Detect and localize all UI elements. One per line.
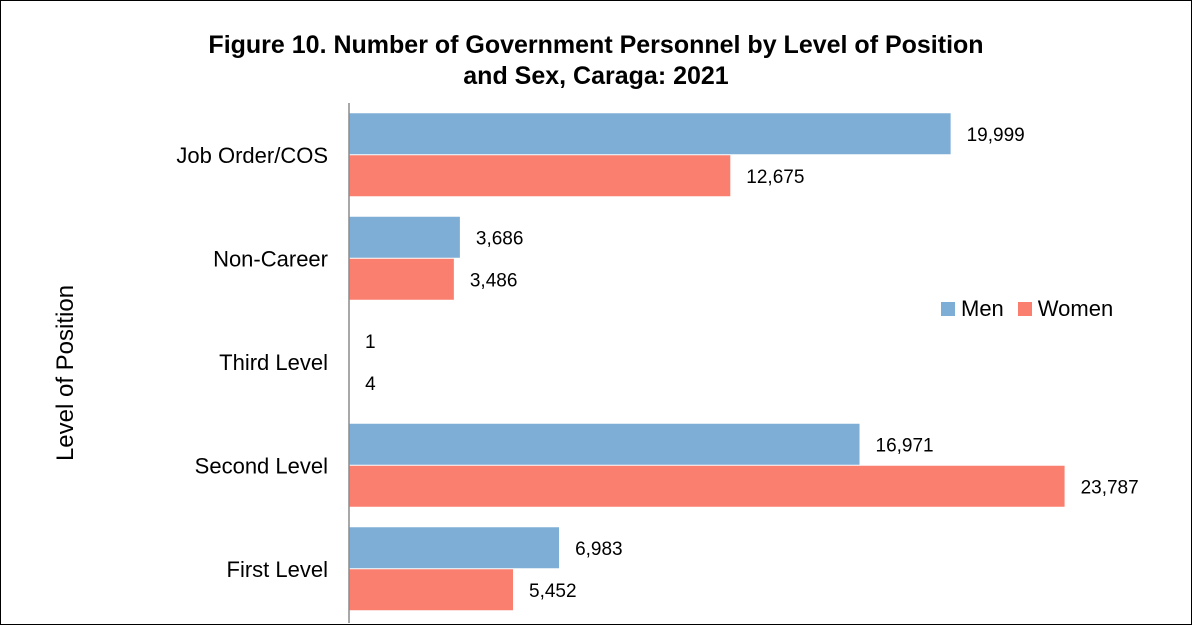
bar-men <box>349 113 951 155</box>
data-label-women: 12,675 <box>746 167 804 188</box>
data-label-men: 19,999 <box>967 125 1025 146</box>
category-label: Second Level <box>195 453 328 478</box>
chart-title-line-2: and Sex, Caraga: 2021 <box>463 62 729 90</box>
chart-title-line-1: Figure 10. Number of Government Personne… <box>208 31 984 59</box>
data-label-women: 23,787 <box>1081 477 1139 498</box>
bar-women <box>349 258 454 300</box>
data-label-men: 16,971 <box>876 435 934 456</box>
bar-men <box>349 423 860 465</box>
category-label: First Level <box>227 557 328 582</box>
bar-men <box>349 216 460 258</box>
category-label: Job Order/COS <box>176 143 328 168</box>
bar-women <box>349 569 514 611</box>
data-label-women: 3,486 <box>470 270 518 291</box>
bar-men <box>349 527 560 569</box>
data-label-men: 1 <box>365 332 376 353</box>
data-label-women: 4 <box>365 374 376 395</box>
data-label-men: 6,983 <box>575 539 623 560</box>
data-label-men: 3,686 <box>476 228 524 249</box>
data-label-women: 5,452 <box>529 581 577 602</box>
legend-label-women: Women <box>1037 296 1114 321</box>
legend-item-men: Men <box>941 296 1004 322</box>
category-label: Third Level <box>219 350 328 375</box>
category-label: Non-Career <box>213 246 328 271</box>
legend-label-men: Men <box>961 296 1004 321</box>
legend-item-women: Women <box>1017 296 1114 322</box>
bar-women <box>349 465 1065 507</box>
bar-women <box>349 155 731 197</box>
chart-title: Figure 10. Number of Government Personne… <box>0 30 1192 92</box>
legend-swatch-men <box>941 302 955 316</box>
legend: Men Women <box>941 296 1127 322</box>
legend-swatch-women <box>1017 302 1032 316</box>
